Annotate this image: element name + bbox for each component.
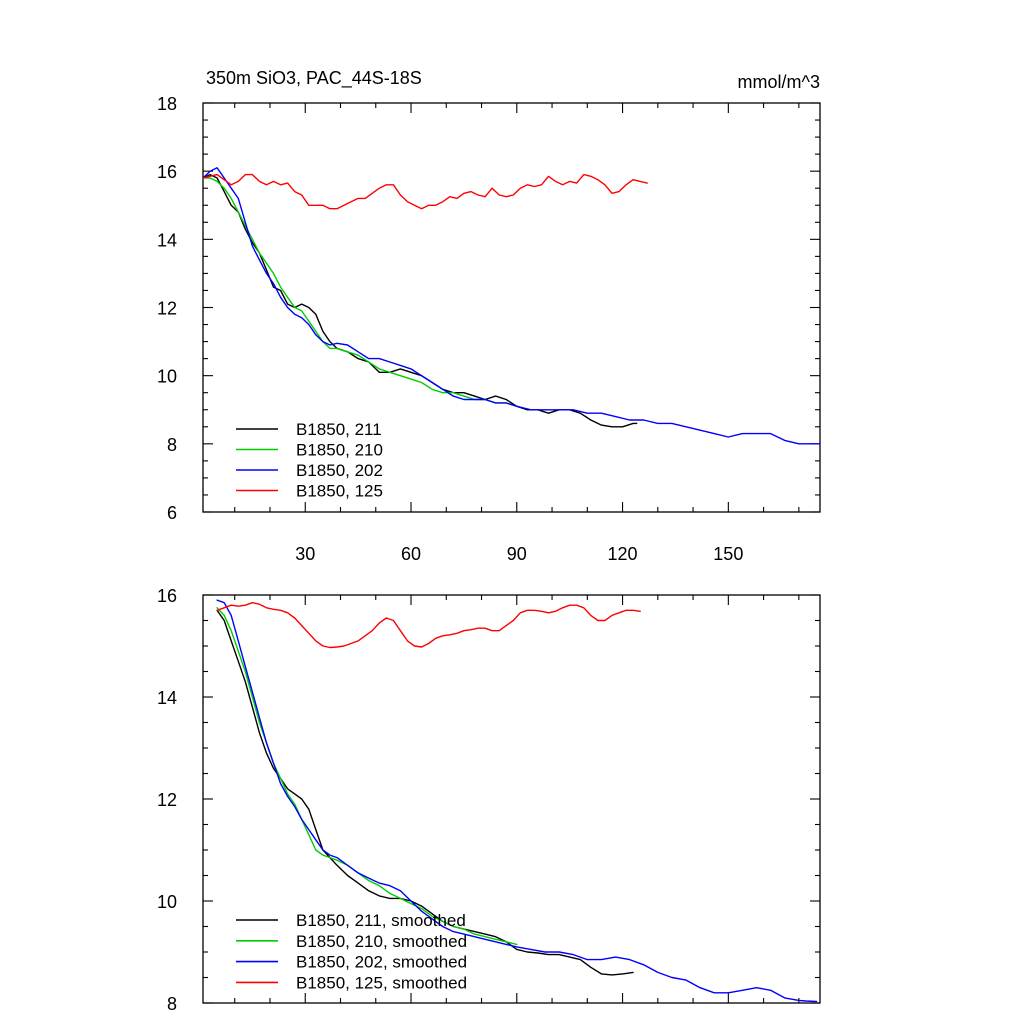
y-tick-label: 18 — [157, 94, 177, 114]
y-tick-label: 14 — [157, 230, 177, 250]
series-line — [202, 177, 518, 407]
x-tick-label: 90 — [507, 544, 527, 564]
x-tick-label: 60 — [401, 544, 421, 564]
x-tick-label: 30 — [295, 544, 315, 564]
legend-label: B1850, 211, smoothed — [296, 911, 466, 930]
top-panel: 6 8 10 12 14 16 18 30 60 90 120 150 B1850, 211 B1850,… — [157, 94, 821, 564]
series-line — [216, 607, 518, 946]
legend-label: B1850, 202 — [296, 461, 383, 480]
y-tick-label: 6 — [167, 503, 177, 523]
y-tick-label: 10 — [157, 892, 177, 912]
legend-label: B1850, 210 — [296, 441, 383, 460]
units-label: mmol/m^3 — [738, 72, 820, 92]
chart-title: 350m SiO3, PAC_44S-18S — [206, 68, 422, 89]
series-line — [216, 609, 634, 976]
x-tick-label: 150 — [713, 544, 743, 564]
legend-label: B1850, 211 — [296, 420, 382, 439]
y-tick-label: 16 — [157, 586, 177, 606]
legend-label: B1850, 125 — [296, 482, 383, 501]
y-tick-label: 12 — [157, 299, 177, 319]
y-tick-label: 12 — [157, 790, 177, 810]
y-tick-label: 14 — [157, 688, 177, 708]
bottom-panel: 8 10 12 14 16 B1850, 211, smoothed B1850, 210,… — [157, 586, 821, 1014]
y-tick-label: 16 — [157, 162, 177, 182]
legend-label: B1850, 210, smoothed — [296, 932, 467, 951]
x-tick-label: 120 — [608, 544, 638, 564]
series-line — [202, 173, 648, 210]
series-line — [202, 173, 638, 428]
y-tick-label: 10 — [157, 367, 177, 387]
series-line — [202, 167, 821, 445]
legend-label: B1850, 202, smoothed — [296, 953, 467, 972]
y-tick-label: 8 — [167, 994, 177, 1014]
y-tick-label: 8 — [167, 435, 177, 455]
series-line — [216, 602, 641, 649]
legend-label: B1850, 125, smoothed — [296, 973, 467, 992]
series-line — [216, 599, 818, 1003]
